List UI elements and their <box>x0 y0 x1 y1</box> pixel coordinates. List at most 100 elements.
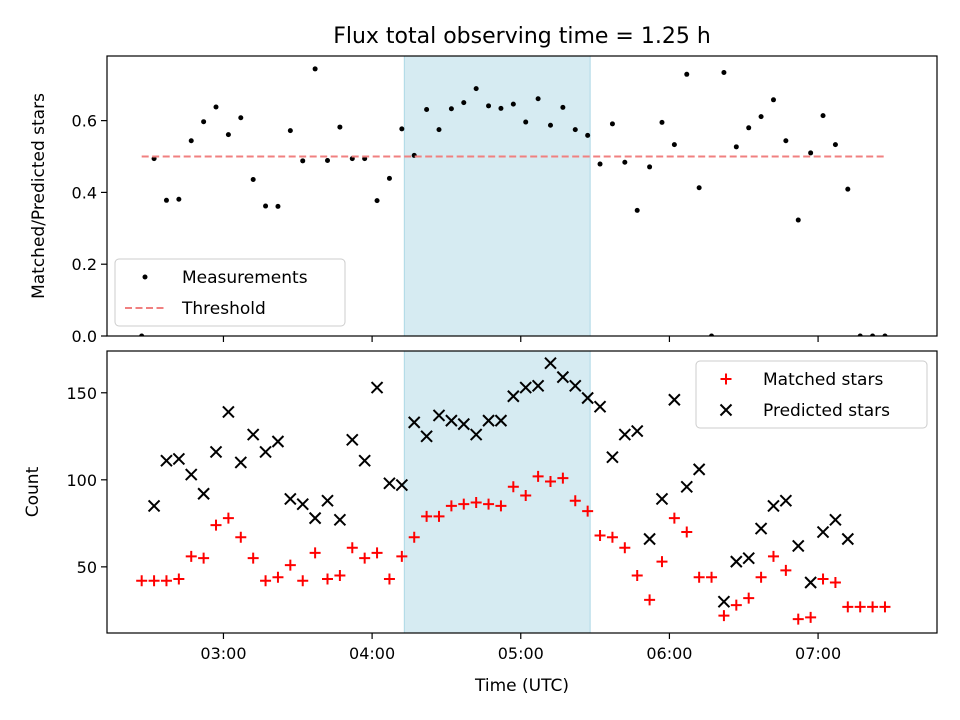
data-point <box>597 161 603 167</box>
data-point <box>470 496 482 508</box>
data-point <box>523 119 529 125</box>
data-point <box>721 70 727 76</box>
data-point <box>854 601 866 613</box>
data-point <box>308 511 322 525</box>
data-point <box>754 522 768 535</box>
legend-swatch <box>720 373 732 385</box>
legend-label: Threshold <box>181 299 266 319</box>
data-point <box>250 176 256 182</box>
data-point <box>730 555 743 568</box>
data-point <box>374 198 380 204</box>
data-point <box>359 552 371 564</box>
data-point <box>820 113 826 119</box>
data-point <box>572 127 578 133</box>
data-point <box>557 472 569 484</box>
data-point <box>160 575 172 587</box>
data-point <box>358 454 371 467</box>
data-point <box>486 103 492 109</box>
data-point <box>325 157 331 163</box>
data-point <box>696 185 702 191</box>
data-point <box>668 512 680 524</box>
legend: Matched stars Predicted stars <box>695 360 928 429</box>
data-point <box>556 370 570 384</box>
data-point <box>498 105 504 111</box>
data-point <box>271 435 285 448</box>
data-point <box>841 532 855 546</box>
data-point <box>647 164 653 170</box>
data-point <box>424 106 430 112</box>
data-point <box>606 531 618 543</box>
data-point <box>783 138 789 144</box>
data-point <box>185 468 198 481</box>
data-point <box>312 66 318 72</box>
data-point <box>436 127 442 133</box>
data-point <box>408 531 420 543</box>
data-point <box>309 547 321 559</box>
data-point <box>383 477 396 490</box>
data-point <box>225 132 231 138</box>
data-point <box>519 381 532 394</box>
data-point <box>795 217 801 223</box>
data-point <box>510 101 516 107</box>
highlight-span <box>403 350 591 634</box>
data-point <box>284 559 296 571</box>
data-point <box>609 121 615 127</box>
data-point <box>867 601 879 613</box>
data-point <box>188 138 194 144</box>
data-point <box>198 552 210 564</box>
y-tick-label: 100 <box>66 471 97 490</box>
data-point <box>346 433 359 446</box>
legend-label: Measurements <box>182 268 308 288</box>
data-point <box>172 452 186 466</box>
data-point <box>176 196 182 202</box>
data-point <box>461 100 467 106</box>
data-point <box>260 575 272 587</box>
data-point <box>238 115 244 121</box>
data-point <box>507 481 519 493</box>
data-point <box>147 499 161 513</box>
data-point <box>337 124 343 130</box>
data-point <box>870 333 876 336</box>
y-axis-label: Matched/Predicted stars <box>29 93 49 299</box>
data-point <box>680 480 693 493</box>
data-point <box>544 356 557 370</box>
data-point <box>300 158 306 164</box>
data-point <box>659 119 665 125</box>
data-point <box>399 126 405 132</box>
data-point <box>420 430 433 443</box>
data-point <box>780 564 792 576</box>
data-point <box>321 494 334 507</box>
x-tick-label: 05:00 <box>498 644 544 663</box>
data-point <box>396 550 408 562</box>
x-tick-label: 03:00 <box>200 644 246 663</box>
data-point <box>684 71 690 77</box>
data-point <box>532 470 544 482</box>
data-point <box>160 454 173 467</box>
data-point <box>185 550 197 562</box>
legend-label: Predicted stars <box>763 401 890 421</box>
series-predicted-stars <box>147 356 855 608</box>
data-point <box>882 333 888 336</box>
data-point <box>618 428 632 441</box>
data-point <box>482 414 495 427</box>
data-point <box>494 414 508 427</box>
data-point <box>234 456 247 469</box>
data-point <box>832 142 838 148</box>
chart-title: Flux total observing time = 1.25 h <box>333 24 711 49</box>
data-point <box>585 132 591 138</box>
data-point <box>432 409 446 422</box>
axes-frame <box>106 350 938 634</box>
x-axis-label: Time (UTC) <box>474 676 569 696</box>
data-point <box>594 530 606 542</box>
ratio-panel: 0.0 0.2 0.4 0.6 Matched/Predicted stars Measu… <box>29 55 938 346</box>
data-point <box>581 391 594 405</box>
legend-box <box>695 360 928 429</box>
data-point <box>767 499 780 513</box>
data-point <box>507 390 520 403</box>
data-point <box>693 571 705 583</box>
data-point <box>569 495 581 507</box>
data-point <box>531 379 545 393</box>
data-point <box>173 573 185 585</box>
y-tick-label: 0.2 <box>72 255 97 274</box>
